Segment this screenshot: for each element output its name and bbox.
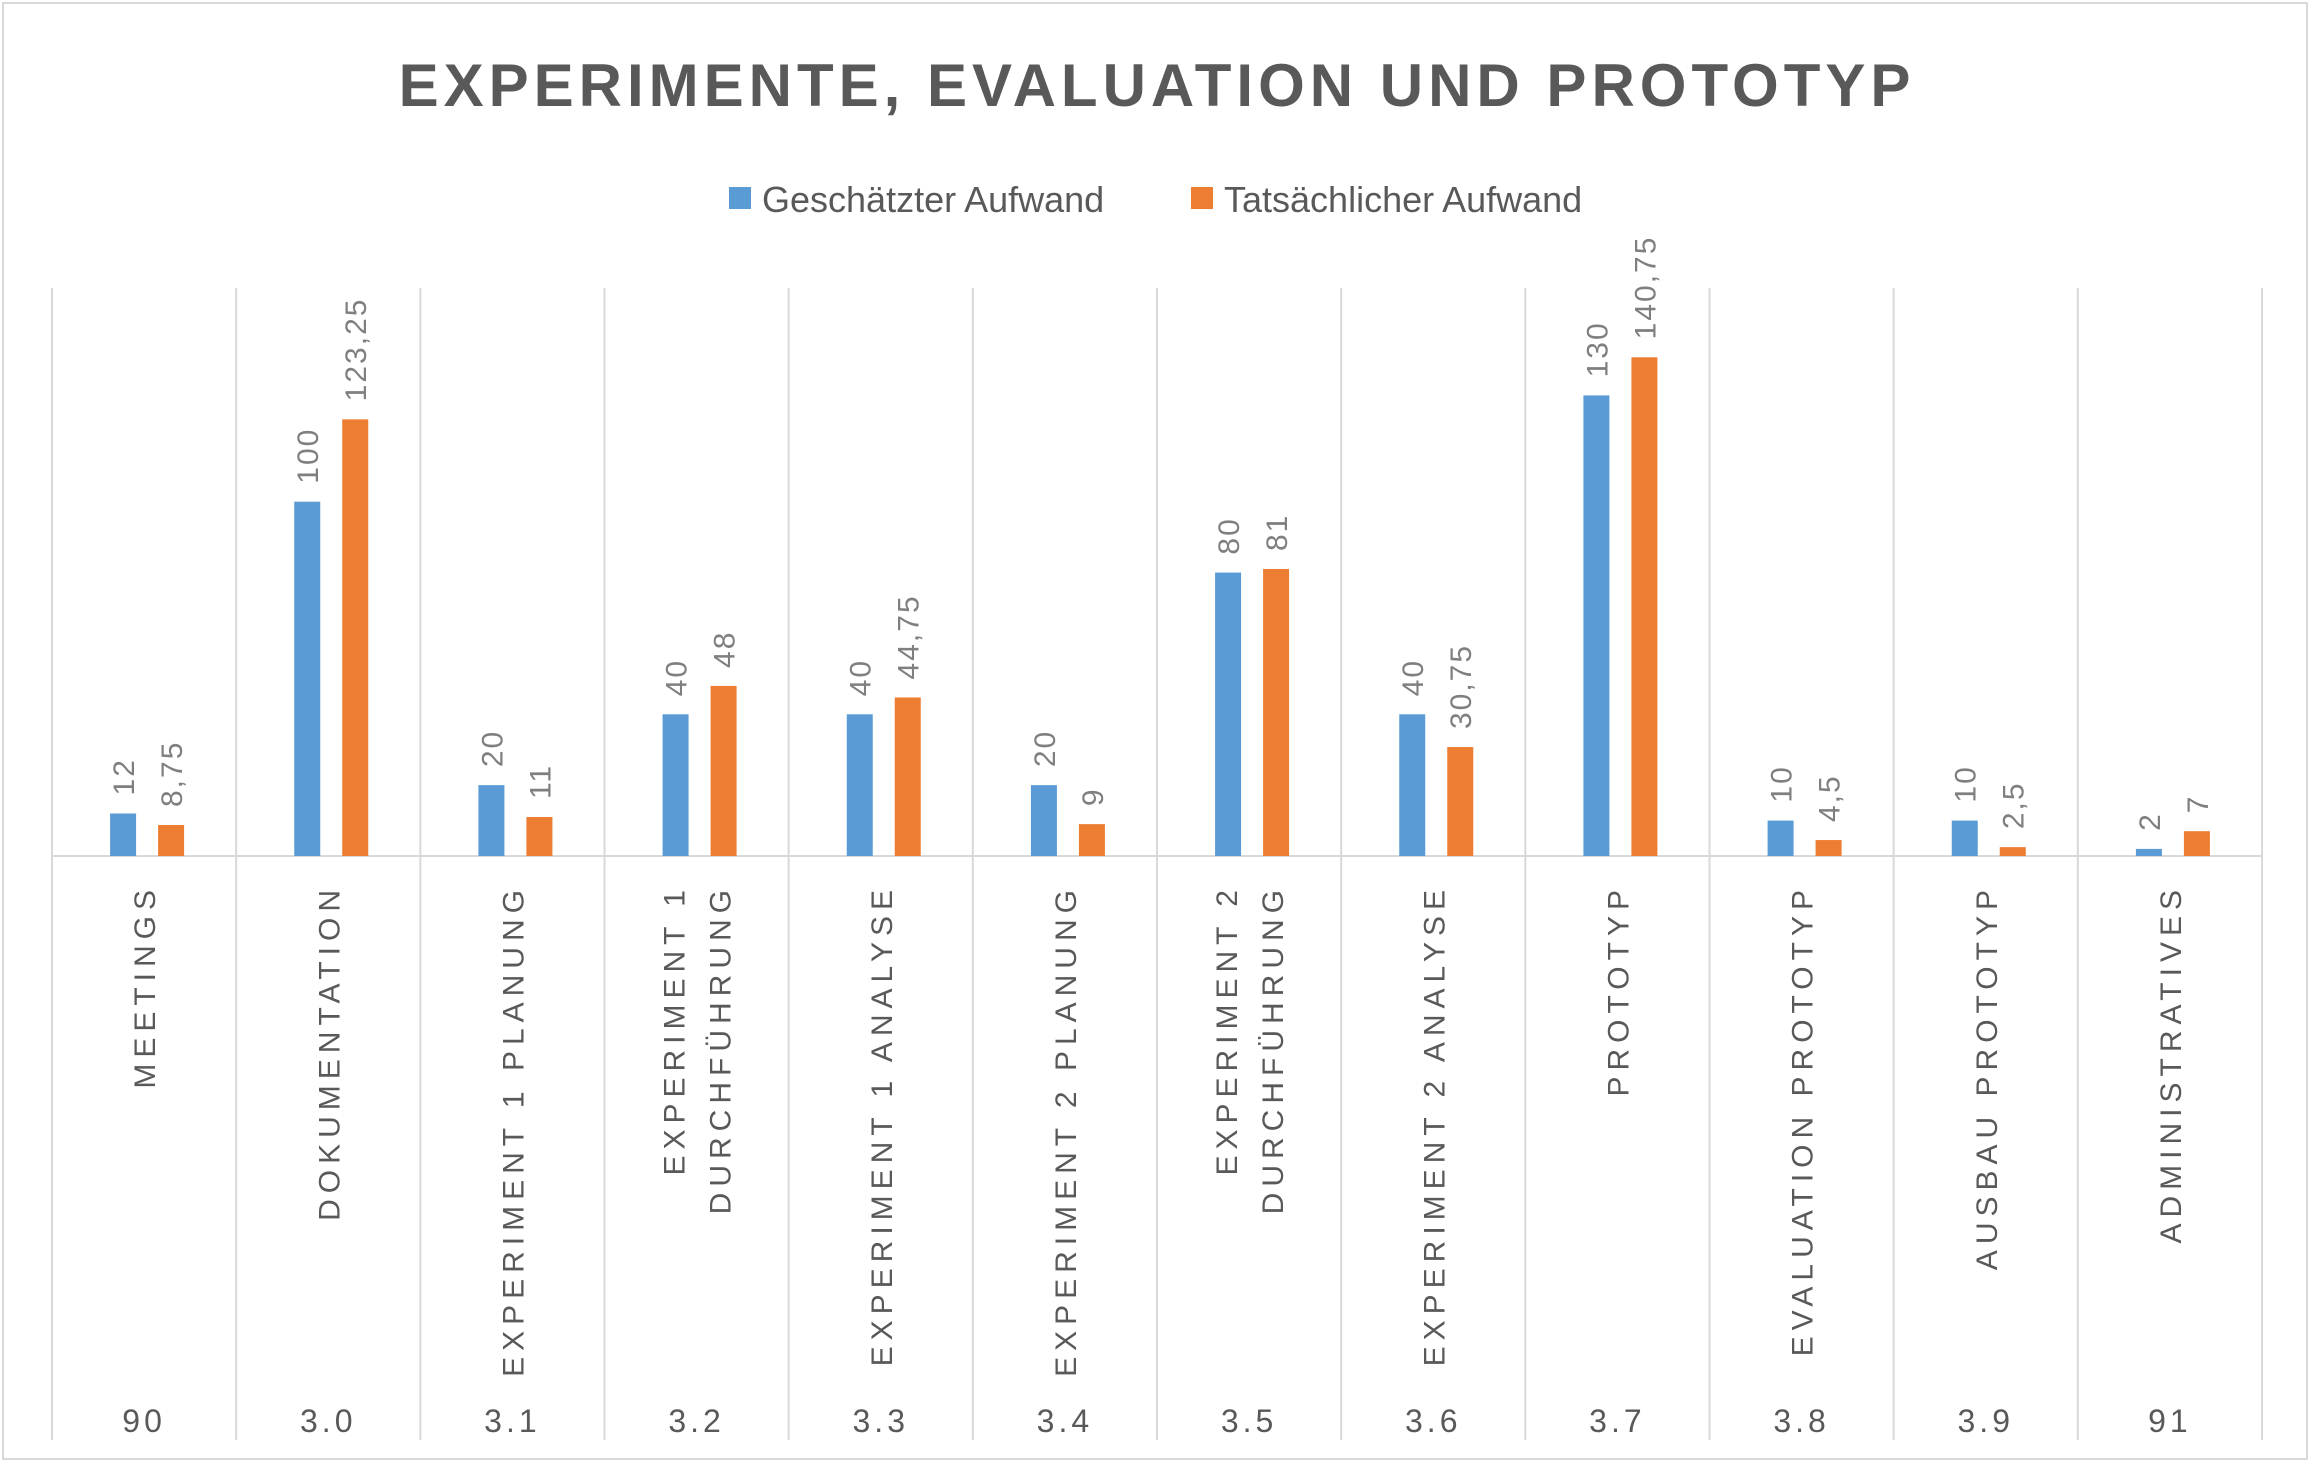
bar bbox=[158, 824, 185, 856]
category-label: EXPERIMENT 1 ANALYSE bbox=[866, 884, 899, 1366]
bar bbox=[1815, 840, 1842, 856]
bar bbox=[1215, 572, 1242, 856]
category-label: DURCHFÜHRUNG bbox=[705, 884, 738, 1214]
data-label: 10 bbox=[1766, 765, 1799, 802]
value-labels: 12 8,75 100 123,25 20 11 40 48 40 44,75 20 9 80 81 40 3… bbox=[108, 236, 2215, 831]
category-separators bbox=[51, 288, 2263, 1440]
category-label: MEETINGS bbox=[129, 884, 162, 1089]
category-code: 3.4 bbox=[1037, 1403, 1093, 1439]
bar bbox=[846, 714, 873, 856]
data-label: 130 bbox=[1581, 321, 1614, 377]
category-code: 3.6 bbox=[1405, 1403, 1461, 1439]
chart-title: EXPERIMENTE, EVALUATION UND PROTOTYP bbox=[399, 52, 1916, 119]
bar bbox=[1447, 747, 1474, 856]
bar-chart: EXPERIMENTE, EVALUATION UND PROTOTYP Ges… bbox=[51, 52, 2263, 1440]
bar bbox=[110, 813, 137, 856]
legend-swatch bbox=[1191, 187, 1213, 209]
category-label: ADMINISTRATIVES bbox=[2155, 884, 2188, 1243]
bar bbox=[526, 817, 553, 856]
bar bbox=[478, 785, 505, 856]
category-label: EXPERIMENT 1 PLANUNG bbox=[497, 884, 530, 1377]
bar bbox=[2183, 831, 2210, 856]
data-label: 2,5 bbox=[1998, 781, 2031, 829]
data-label: 48 bbox=[709, 631, 742, 668]
data-label: 11 bbox=[524, 764, 557, 799]
category-code: 3.1 bbox=[484, 1403, 540, 1439]
data-label: 30,75 bbox=[1445, 644, 1478, 729]
bar bbox=[342, 419, 369, 856]
bar bbox=[1030, 785, 1057, 856]
legend: Geschätzter Aufwand Tatsächlicher Aufwand bbox=[729, 179, 1582, 220]
bar bbox=[894, 697, 921, 856]
legend-swatch bbox=[729, 187, 751, 209]
bar bbox=[710, 685, 737, 856]
data-label: 7 bbox=[2182, 795, 2215, 814]
bar bbox=[1263, 569, 1290, 856]
category-code: 3.8 bbox=[1773, 1403, 1829, 1439]
bar bbox=[294, 501, 321, 856]
category-label: EXPERIMENT 2 PLANUNG bbox=[1050, 884, 1083, 1377]
bar bbox=[1078, 824, 1105, 856]
legend-label: Geschätzter Aufwand bbox=[762, 179, 1104, 220]
category-codes: 90 3.0 3.1 3.2 3.3 3.4 3.5 3.6 3.7 3.8 3.9 91 bbox=[122, 1403, 2192, 1439]
category-label: EXPERIMENT 2 bbox=[1211, 884, 1244, 1176]
data-label: 20 bbox=[476, 730, 509, 767]
category-label: DURCHFÜHRUNG bbox=[1257, 884, 1290, 1214]
category-label: AUSBAU PROTOTYP bbox=[1971, 884, 2004, 1270]
bar bbox=[662, 714, 689, 856]
bars bbox=[110, 357, 2210, 856]
category-code: 91 bbox=[2148, 1403, 2192, 1439]
category-code: 3.2 bbox=[668, 1403, 724, 1439]
category-labels: MEETINGS DOKUMENTATION EXPERIMENT 1 PLANUN… bbox=[129, 884, 2188, 1377]
category-code: 90 bbox=[122, 1403, 166, 1439]
category-code: 3.9 bbox=[1958, 1403, 2014, 1439]
category-code: 3.7 bbox=[1589, 1403, 1645, 1439]
data-label: 12 bbox=[108, 758, 141, 795]
bar bbox=[1583, 395, 1610, 856]
category-code: 3.0 bbox=[300, 1403, 356, 1439]
data-label: 140,75 bbox=[1629, 236, 1662, 340]
data-label: 40 bbox=[1397, 659, 1430, 696]
category-label: EXPERIMENT 1 bbox=[659, 884, 692, 1176]
category-label: EVALUATION PROTOTYP bbox=[1787, 884, 1820, 1356]
data-label: 40 bbox=[845, 659, 878, 696]
data-label: 80 bbox=[1213, 517, 1246, 554]
bar bbox=[1951, 820, 1978, 856]
legend-label: Tatsächlicher Aufwand bbox=[1224, 179, 1582, 220]
bar bbox=[1767, 820, 1794, 856]
data-label: 9 bbox=[1077, 787, 1110, 806]
data-label: 8,75 bbox=[156, 741, 189, 807]
data-label: 123,25 bbox=[340, 298, 373, 402]
data-label: 44,75 bbox=[893, 594, 926, 679]
data-label: 2 bbox=[2134, 812, 2167, 831]
data-label: 100 bbox=[292, 428, 325, 484]
category-code: 3.3 bbox=[853, 1403, 909, 1439]
category-label: EXPERIMENT 2 ANALYSE bbox=[1418, 884, 1451, 1366]
category-label: DOKUMENTATION bbox=[313, 884, 346, 1221]
data-label: 4,5 bbox=[1814, 774, 1847, 822]
data-label: 40 bbox=[661, 659, 694, 696]
bar bbox=[1999, 847, 2026, 856]
bar bbox=[1631, 357, 1658, 856]
category-label: PROTOTYP bbox=[1602, 884, 1635, 1096]
data-label: 10 bbox=[1950, 765, 1983, 802]
data-label: 81 bbox=[1261, 514, 1294, 551]
data-label: 20 bbox=[1029, 730, 1062, 767]
bar bbox=[2135, 848, 2162, 856]
category-code: 3.5 bbox=[1221, 1403, 1277, 1439]
bar bbox=[1399, 714, 1426, 856]
